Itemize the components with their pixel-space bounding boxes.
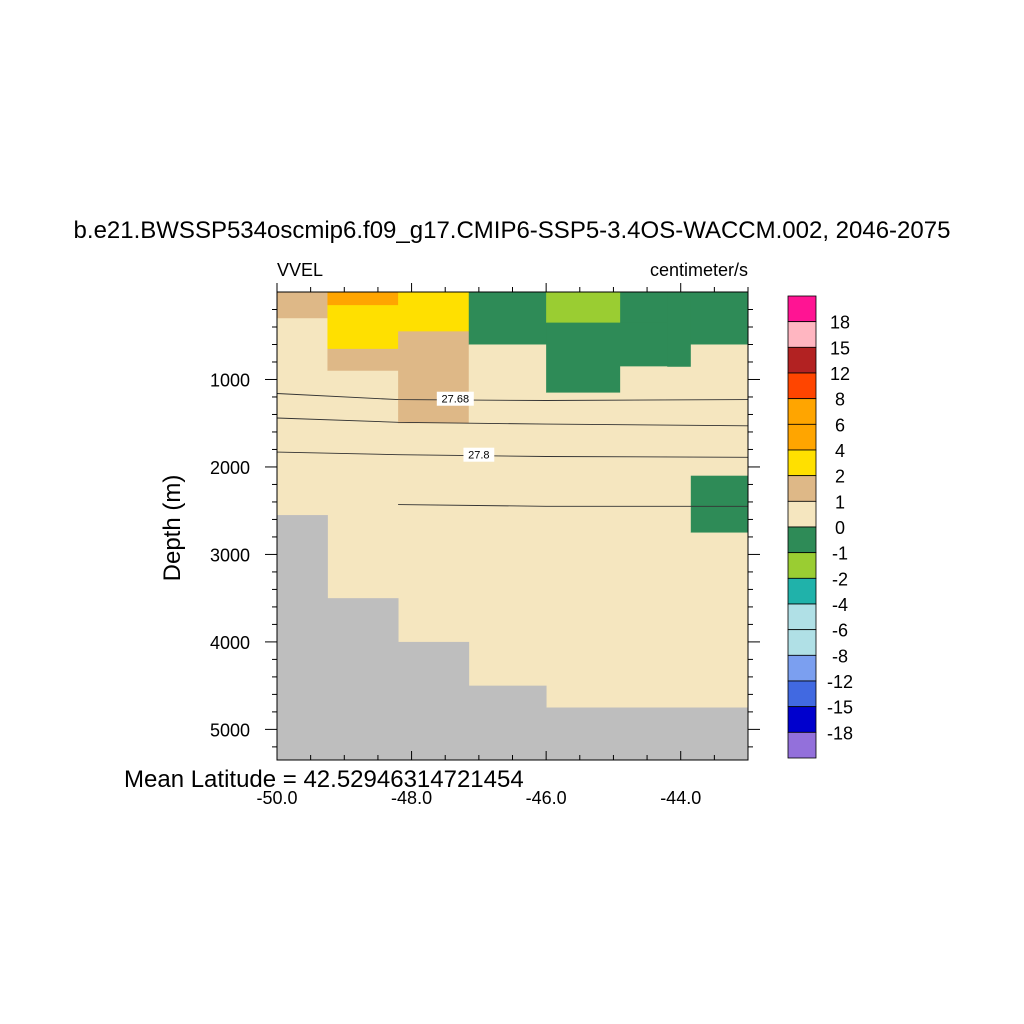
colorbar-swatch	[787, 295, 817, 323]
heatmap-cell	[398, 305, 470, 332]
colorbar-label: -8	[832, 646, 848, 666]
colorbar-swatch	[787, 500, 817, 528]
colorbar-label: -15	[827, 698, 853, 718]
y-tick-label: 2000	[210, 458, 250, 478]
colorbar-label: -6	[832, 621, 848, 641]
colorbar-label: 12	[830, 364, 850, 384]
colorbar-label: -4	[832, 595, 848, 615]
contour-label: 27.8	[468, 450, 489, 462]
colorbar-label: 4	[835, 441, 845, 461]
chart-title: b.e21.BWSSP534oscmip6.f09_g17.CMIP6-SSP5…	[74, 217, 951, 244]
heatmap-cell	[546, 392, 621, 708]
colorbar-label: -1	[832, 544, 848, 564]
contour-label-box	[463, 447, 495, 462]
land-mask-cell	[277, 515, 328, 760]
colorbar-label: -12	[827, 672, 853, 692]
colorbar-swatch	[787, 449, 817, 477]
colorbar-label: 1	[835, 492, 845, 512]
footer-mean-latitude: Mean Latitude = 42.52946314721454	[124, 766, 524, 793]
colorbar-swatch	[787, 654, 817, 682]
contour-line	[276, 417, 749, 427]
variable-label: VVEL	[277, 260, 323, 280]
colorbar-swatch	[787, 577, 817, 605]
heatmap-cell	[690, 344, 749, 477]
colorbar-swatch	[787, 603, 817, 631]
axes: -50.0 -48.0 -46.0 -44.0 1000 2000 3000 4000 5000	[210, 283, 760, 808]
x-tick-label: -48.0	[391, 788, 432, 808]
y-tick-label: 4000	[210, 633, 250, 653]
land-mask-cell	[327, 598, 399, 760]
heatmap-cell	[468, 344, 547, 687]
x-tick-label: -46.0	[526, 788, 567, 808]
heatmap-cell	[327, 305, 399, 350]
heatmap-cell	[327, 292, 399, 306]
x-tick-label: -44.0	[660, 788, 701, 808]
colorbar-label: 6	[835, 415, 845, 435]
heatmap-cell	[468, 292, 547, 345]
y-tick-label: 1000	[210, 370, 250, 390]
colorbar-swatch	[787, 706, 817, 733]
heatmap-cell	[277, 292, 328, 319]
heatmap-cell	[620, 292, 668, 324]
colorbar-swatch	[787, 321, 817, 348]
y-tick-label: 3000	[210, 545, 250, 565]
colorbar-swatch	[787, 475, 817, 502]
land-mask-cell	[468, 685, 547, 760]
colorbar-label: 8	[835, 390, 845, 410]
colorbar-swatch	[787, 629, 817, 656]
colorbar-swatch	[787, 398, 817, 425]
heatmap-cell	[398, 292, 470, 306]
y-tick-label: 5000	[210, 720, 250, 740]
colorbar-label: 18	[830, 313, 850, 333]
colorbar-label: 0	[835, 518, 845, 538]
heatmap-cell	[690, 475, 749, 533]
colorbar-swatch	[787, 372, 817, 400]
y-axis-label: Depth (m)	[159, 475, 186, 582]
heatmap-cell	[327, 348, 399, 372]
land-mask-cell	[398, 641, 470, 760]
colorbar-label: 2	[835, 467, 845, 487]
heatmap-cell	[277, 318, 328, 516]
colorbar-swatch	[787, 526, 817, 554]
heatmap-cell	[398, 423, 470, 643]
x-tick-label: -50.0	[256, 788, 297, 808]
colorbar-swatch	[787, 423, 817, 451]
heatmap-cell	[327, 370, 399, 599]
land-mask-cell	[546, 707, 749, 760]
colorbar-label: 15	[830, 338, 850, 358]
colorbar-label: -2	[832, 569, 848, 589]
colorbar-swatch	[787, 731, 817, 759]
colorbar-swatch	[787, 552, 817, 579]
heatmap-cell	[546, 322, 621, 393]
colorbar-swatch	[787, 346, 817, 374]
colorbar-swatch	[787, 680, 817, 708]
heatmap-cell	[620, 366, 692, 708]
heatmap-cell	[546, 292, 621, 324]
contour-line	[398, 504, 748, 507]
heatmap-cell	[690, 292, 749, 345]
colorbar: 18 15 12 8 6 4 2 1 0 -1 -2 -4 -6 -8 -12 -15 -18	[787, 295, 853, 759]
heatmap-cell	[690, 532, 749, 708]
plot-area	[277, 292, 749, 760]
colorbar-label: -18	[827, 723, 853, 743]
heatmap-cell	[620, 322, 668, 367]
contour-label: 27.68	[442, 394, 470, 406]
contour-lines: 27.68 27.8	[276, 391, 749, 507]
units-label: centimeter/s	[650, 260, 748, 280]
contour-label-box	[436, 391, 474, 406]
heatmap-cell	[398, 331, 470, 424]
heatmap-cell	[667, 292, 692, 367]
